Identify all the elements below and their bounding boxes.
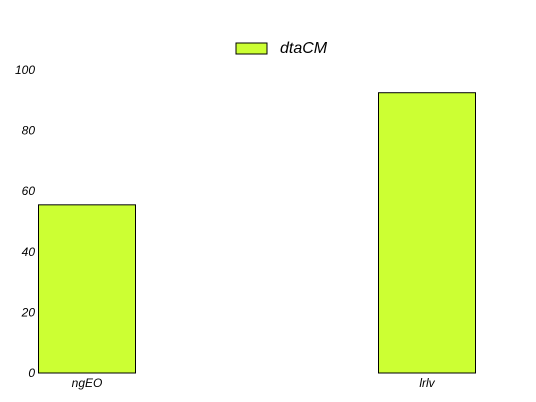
y-tick-label: 100	[15, 63, 35, 77]
y-tick-label: 20	[21, 305, 36, 319]
legend-swatch	[236, 43, 267, 54]
y-tick-label: 40	[22, 245, 36, 259]
x-axis-labels: ngEO lrlv	[72, 376, 436, 390]
bar-ngEO	[39, 205, 136, 373]
y-tick-label: 0	[28, 366, 35, 380]
y-axis-ticks: 0 20 40 60 80 100	[15, 63, 35, 380]
x-tick-label-ngEO: ngEO	[72, 376, 103, 390]
y-tick-label: 60	[22, 184, 36, 198]
legend-label-dtaCM: dtaCM	[280, 40, 328, 57]
y-tick-label: 80	[22, 124, 36, 138]
bar-lrlv	[379, 93, 476, 373]
x-tick-label-lrlv: lrlv	[419, 376, 435, 390]
bars	[39, 93, 476, 373]
legend: dtaCM	[236, 40, 328, 57]
